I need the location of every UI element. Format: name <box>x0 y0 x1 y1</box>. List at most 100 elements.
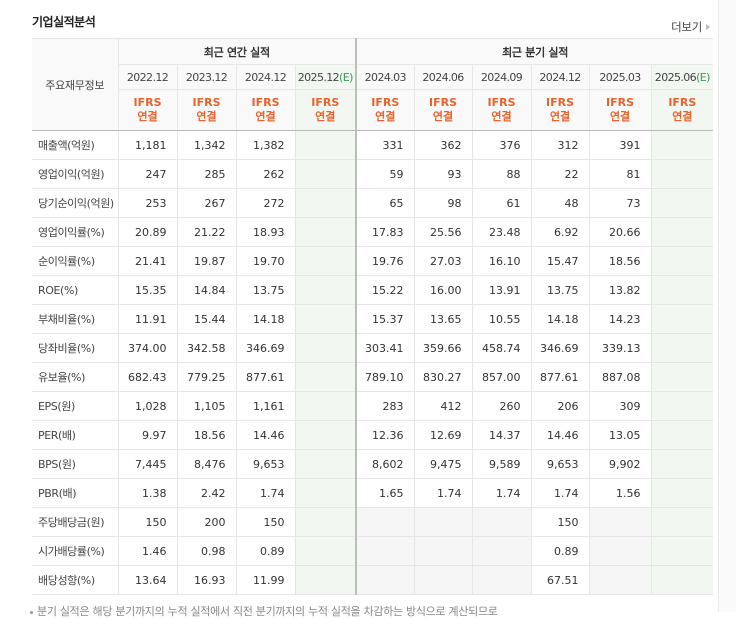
value-cell <box>471 507 532 537</box>
value-cell: 88 <box>471 159 532 189</box>
period-label: 2025.12 <box>297 70 340 84</box>
value-cell: 309 <box>588 391 652 421</box>
row-label: 당좌비율(%) <box>32 333 119 363</box>
value-cell: 14.46 <box>235 420 296 450</box>
table-row: 매출액(억원) 1,181 1,342 1,382 331 362 376 312 391 <box>32 130 714 160</box>
value-cell <box>650 507 714 537</box>
value-cell: 1.74 <box>235 478 296 508</box>
value-cell: 1.65 <box>355 478 415 508</box>
group-header-annual: 최근 연간 실적 <box>117 38 357 65</box>
value-cell: 1.46 <box>117 536 178 566</box>
value-cell: 15.35 <box>117 275 178 305</box>
value-cell: 1,028 <box>117 391 178 421</box>
value-cell: 1.74 <box>530 478 590 508</box>
value-cell: 303.41 <box>355 333 415 363</box>
consolidated-label: 연결 <box>491 110 512 123</box>
value-cell: 6.92 <box>530 217 590 247</box>
value-cell: 13.82 <box>588 275 652 305</box>
value-cell: 65 <box>355 188 415 218</box>
period-label: 2024.12 <box>244 70 287 84</box>
value-cell: 2.42 <box>176 478 237 508</box>
value-cell: 9,475 <box>413 449 473 479</box>
more-link[interactable]: 더보기 <box>671 19 710 35</box>
value-cell <box>588 507 652 537</box>
value-cell <box>355 565 415 595</box>
period-header: 2024.12 <box>235 64 296 90</box>
value-cell: 374.00 <box>117 333 178 363</box>
value-cell <box>588 536 652 566</box>
row-label: 영업이익(억원) <box>32 159 119 189</box>
value-cell <box>294 362 357 392</box>
ifrs-label: IFRS <box>429 96 458 109</box>
value-cell: 0.89 <box>235 536 296 566</box>
value-cell: 14.46 <box>530 420 590 450</box>
bullet-icon <box>30 610 33 614</box>
ifrs-basis-header: IFRS 연결 <box>530 89 590 131</box>
value-cell: 15.44 <box>176 304 237 334</box>
value-cell: 312 <box>530 130 590 160</box>
consolidated-label: 연결 <box>549 110 571 123</box>
value-cell <box>650 478 714 508</box>
value-cell: 13.65 <box>413 304 473 334</box>
value-cell: 21.41 <box>117 246 178 276</box>
period-label: 2024.06 <box>422 70 464 84</box>
value-cell: 877.61 <box>530 362 590 392</box>
period-header: 2025.06(E) <box>650 64 714 90</box>
value-cell <box>413 565 473 595</box>
value-cell <box>650 217 714 247</box>
consolidated-label: 연결 <box>609 110 631 123</box>
value-cell: 98 <box>413 188 473 218</box>
value-cell: 13.75 <box>530 275 590 305</box>
row-label: 순이익률(%) <box>32 246 119 276</box>
value-cell: 9,653 <box>235 449 296 479</box>
value-cell <box>650 362 714 392</box>
value-cell: 830.27 <box>413 362 473 392</box>
period-header: 2024.09 <box>471 64 532 90</box>
group-header-quarterly: 최근 분기 실적 <box>355 38 714 65</box>
row-label: 배당성향(%) <box>32 565 119 595</box>
row-label: 유보율(%) <box>32 362 119 392</box>
value-cell <box>650 420 714 450</box>
value-cell: 14.18 <box>235 304 296 334</box>
ifrs-label: IFRS <box>192 96 221 109</box>
value-cell <box>650 391 714 421</box>
value-cell: 67.51 <box>530 565 590 595</box>
value-cell <box>294 246 357 276</box>
value-cell: 9,653 <box>530 449 590 479</box>
value-cell: 14.23 <box>588 304 652 334</box>
value-cell <box>294 507 357 537</box>
consolidated-label: 연결 <box>255 110 276 123</box>
value-cell: 12.36 <box>355 420 415 450</box>
consolidated-label: 연결 <box>432 110 454 123</box>
value-cell: 8,602 <box>355 449 415 479</box>
period-header: 2024.06 <box>413 64 473 90</box>
ifrs-label: IFRS <box>133 96 162 109</box>
value-cell: 11.99 <box>235 565 296 595</box>
value-cell <box>650 188 714 218</box>
value-cell: 15.22 <box>355 275 415 305</box>
value-cell <box>294 304 357 334</box>
estimate-badge: (E) <box>339 70 353 84</box>
value-cell <box>650 304 714 334</box>
value-cell: 857.00 <box>471 362 532 392</box>
period-header: 2024.12 <box>530 64 590 90</box>
value-cell: 789.10 <box>355 362 415 392</box>
row-label: EPS(원) <box>32 391 119 421</box>
table-row: PER(배) 9.97 18.56 14.46 12.36 12.69 14.37 14.46… <box>32 420 714 450</box>
value-cell: 16.10 <box>471 246 532 276</box>
period-label: 2025.03 <box>599 70 641 84</box>
value-cell: 11.91 <box>117 304 178 334</box>
ifrs-label: IFRS <box>668 96 697 109</box>
value-cell: 376 <box>471 130 532 160</box>
value-cell: 262 <box>235 159 296 189</box>
value-cell: 1,342 <box>176 130 237 160</box>
value-cell: 779.25 <box>176 362 237 392</box>
estimate-badge: (E) <box>696 70 710 84</box>
value-cell: 391 <box>588 130 652 160</box>
value-cell: 1.74 <box>413 478 473 508</box>
period-label: 2024.03 <box>364 70 407 84</box>
consolidated-label: 연결 <box>672 110 693 123</box>
value-cell <box>650 536 714 566</box>
value-cell: 12.69 <box>413 420 473 450</box>
value-cell: 25.56 <box>413 217 473 247</box>
